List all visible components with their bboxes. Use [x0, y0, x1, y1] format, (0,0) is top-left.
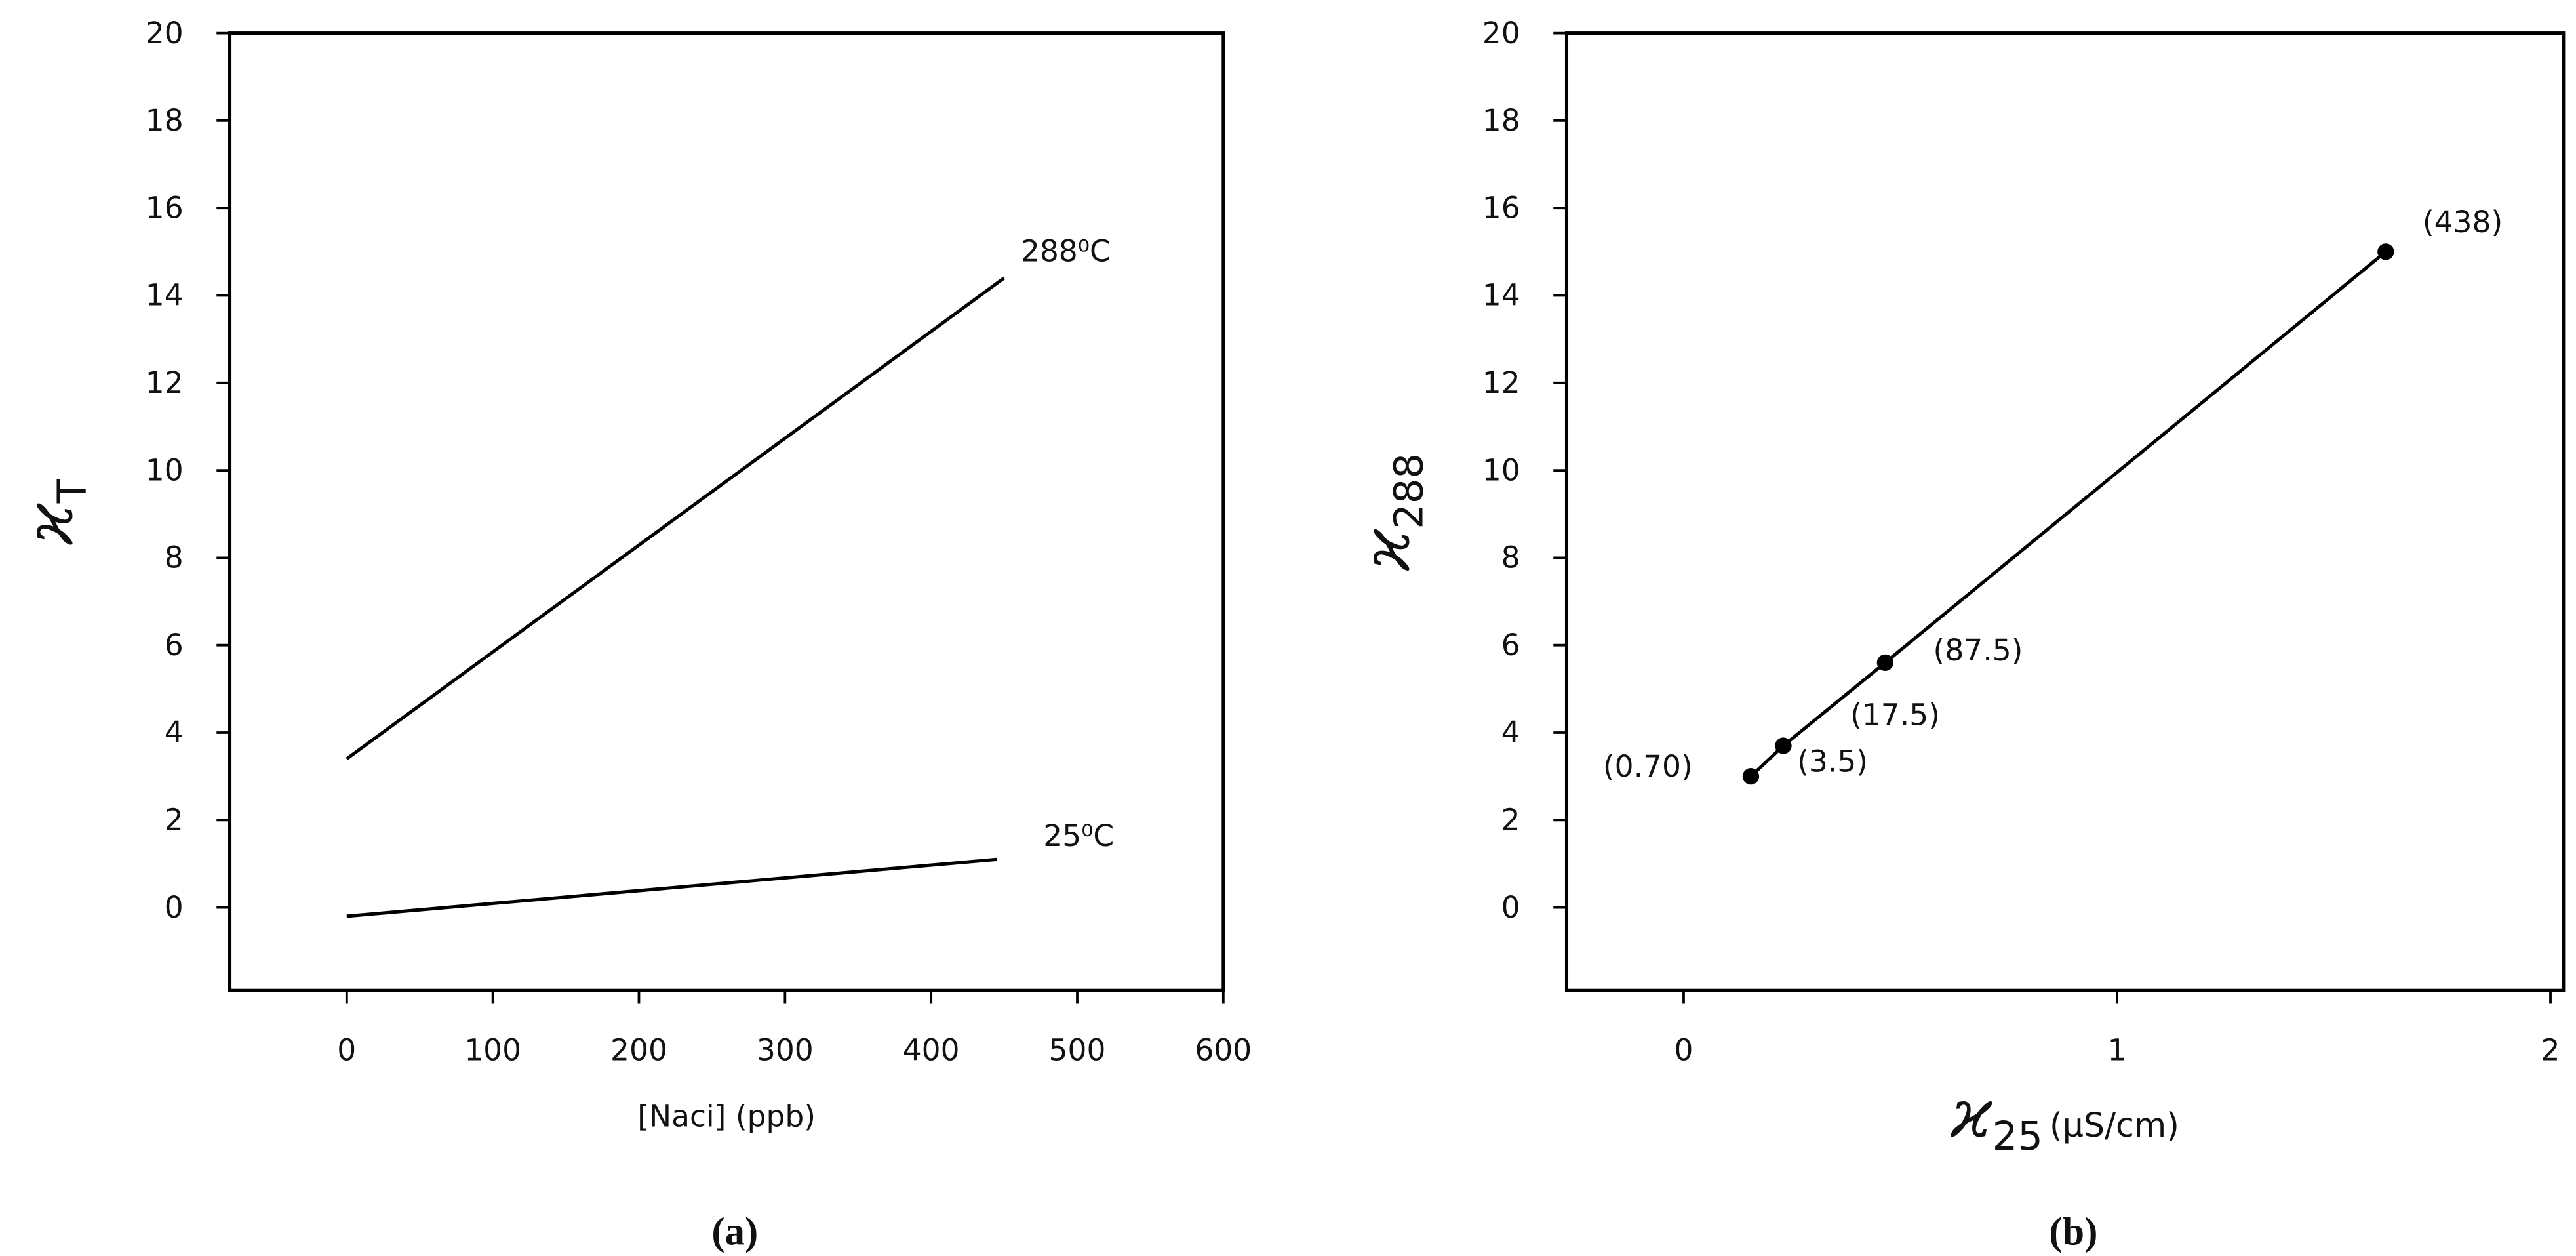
- y-tick-label: 2: [1501, 802, 1520, 837]
- y-tick-label: 16: [146, 190, 184, 225]
- plot-frame: [228, 31, 1225, 992]
- axis-subscript: 288: [1386, 453, 1432, 529]
- x-axis-label: [Naci] (ppb): [637, 1099, 816, 1134]
- point-label: (17.5): [1850, 697, 1940, 732]
- data-point: [1742, 768, 1760, 785]
- data-point: [1876, 654, 1893, 672]
- y-tick-label: 4: [1501, 715, 1520, 750]
- point-label: (0.70): [1603, 749, 1693, 784]
- y-tick-label: 14: [1482, 278, 1520, 313]
- axis-symbol: ϰ: [10, 503, 88, 546]
- data-point: [2377, 243, 2394, 260]
- caption: (b): [2049, 1209, 2097, 1253]
- y-tick-label: 8: [1501, 540, 1520, 575]
- axis-label: ϰ288: [1347, 453, 1432, 571]
- data-line: [1749, 250, 2387, 778]
- x-tick-label: 1: [2108, 1032, 2127, 1067]
- plot-frame: [1564, 31, 2566, 992]
- data-line: [346, 276, 1006, 761]
- y-tick-label: 6: [1501, 628, 1520, 662]
- y-tick-label: 10: [1482, 453, 1520, 487]
- x-tick-label: 600: [1195, 1032, 1252, 1067]
- axis-subscript: T: [49, 478, 95, 504]
- axis-symbol: ϰ: [1951, 1075, 1993, 1152]
- data-point: [1775, 737, 1792, 754]
- y-tick-label: 4: [165, 715, 184, 750]
- axis-label: ϰT: [10, 478, 95, 545]
- point-label: (87.5): [1933, 633, 2023, 668]
- y-tick-label: 18: [1482, 103, 1520, 138]
- y-tick-label: 6: [165, 628, 184, 662]
- x-tick-label: 2: [2541, 1032, 2560, 1067]
- y-tick-label: 18: [146, 103, 184, 138]
- line-label: 288⁰C: [1021, 234, 1111, 269]
- axis-subscript: 25: [1992, 1114, 2043, 1160]
- x-tick-label: 100: [464, 1032, 521, 1067]
- x-tick-label: 0: [1674, 1032, 1693, 1067]
- y-tick-label: 10: [146, 453, 184, 487]
- y-tick-label: 0: [165, 890, 184, 925]
- x-tick-label: 400: [903, 1032, 960, 1067]
- y-tick-label: 2: [165, 802, 184, 837]
- point-label: (438): [2423, 205, 2503, 239]
- y-tick-label: 12: [1482, 365, 1520, 400]
- y-tick-label: 8: [165, 540, 184, 575]
- y-tick-label: 20: [146, 16, 184, 51]
- caption: (a): [711, 1209, 758, 1253]
- y-tick-label: 0: [1501, 890, 1520, 925]
- x-tick-label: 200: [610, 1032, 667, 1067]
- axis-unit: (μS/cm): [2050, 1106, 2179, 1145]
- y-tick-label: 12: [146, 365, 184, 400]
- axis-symbol: ϰ: [1347, 529, 1425, 571]
- y-tick-label: 16: [1482, 190, 1520, 225]
- y-tick-label: 20: [1482, 16, 1520, 51]
- x-tick-label: 0: [337, 1032, 356, 1067]
- y-tick-label: 14: [146, 278, 184, 313]
- line-label: 25⁰C: [1043, 819, 1114, 853]
- x-tick-label: 300: [757, 1032, 814, 1067]
- x-tick-label: 500: [1049, 1032, 1106, 1067]
- data-line: [346, 857, 997, 918]
- point-label: (3.5): [1797, 744, 1868, 779]
- axis-label: ϰ25 (μS/cm): [1951, 1075, 2179, 1160]
